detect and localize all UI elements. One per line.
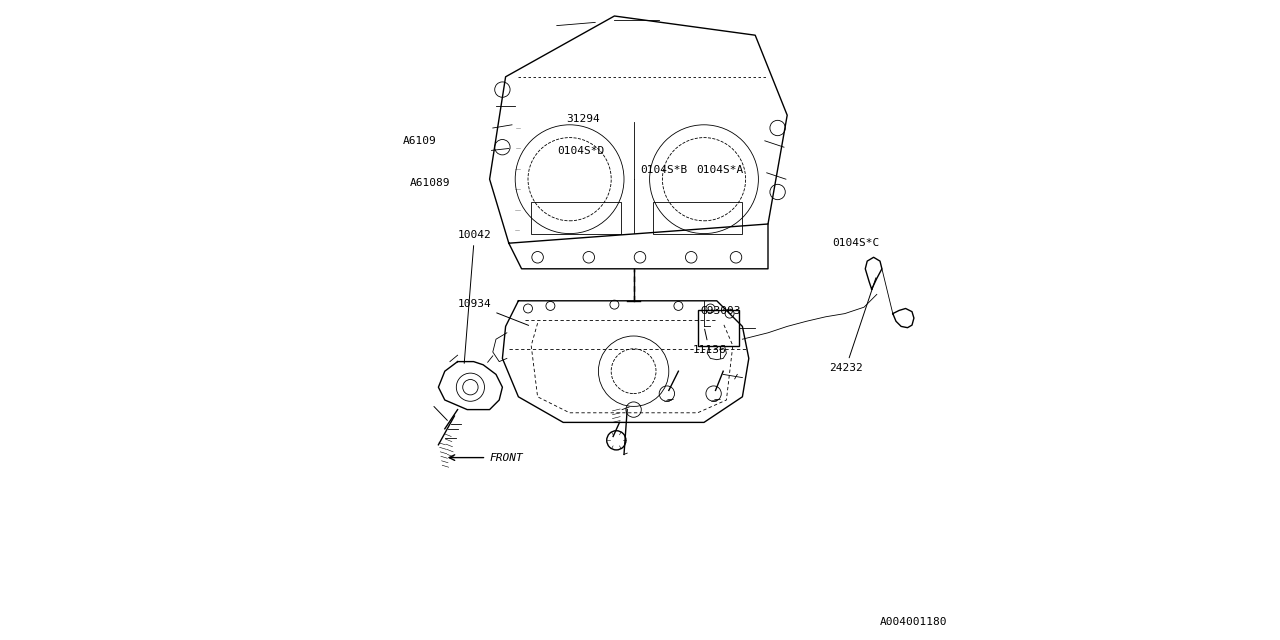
Text: A6109: A6109 — [403, 136, 436, 146]
Text: 0104S*A: 0104S*A — [696, 165, 744, 175]
Bar — [653, 202, 742, 234]
Text: G93003: G93003 — [701, 306, 741, 316]
Text: 0104S*D: 0104S*D — [557, 146, 604, 156]
Text: 10934: 10934 — [458, 300, 529, 325]
Text: FRONT: FRONT — [490, 452, 524, 463]
Text: 0104S*C: 0104S*C — [832, 239, 879, 248]
Text: 0104S*B: 0104S*B — [640, 165, 687, 175]
Text: 10042: 10042 — [458, 230, 492, 364]
Text: 31294: 31294 — [566, 114, 600, 124]
Text: A61089: A61089 — [410, 178, 451, 188]
Text: 24232: 24232 — [829, 278, 876, 373]
Bar — [698, 310, 740, 346]
Text: 11136: 11136 — [692, 329, 726, 355]
Bar — [531, 202, 621, 234]
Text: A004001180: A004001180 — [879, 617, 947, 627]
